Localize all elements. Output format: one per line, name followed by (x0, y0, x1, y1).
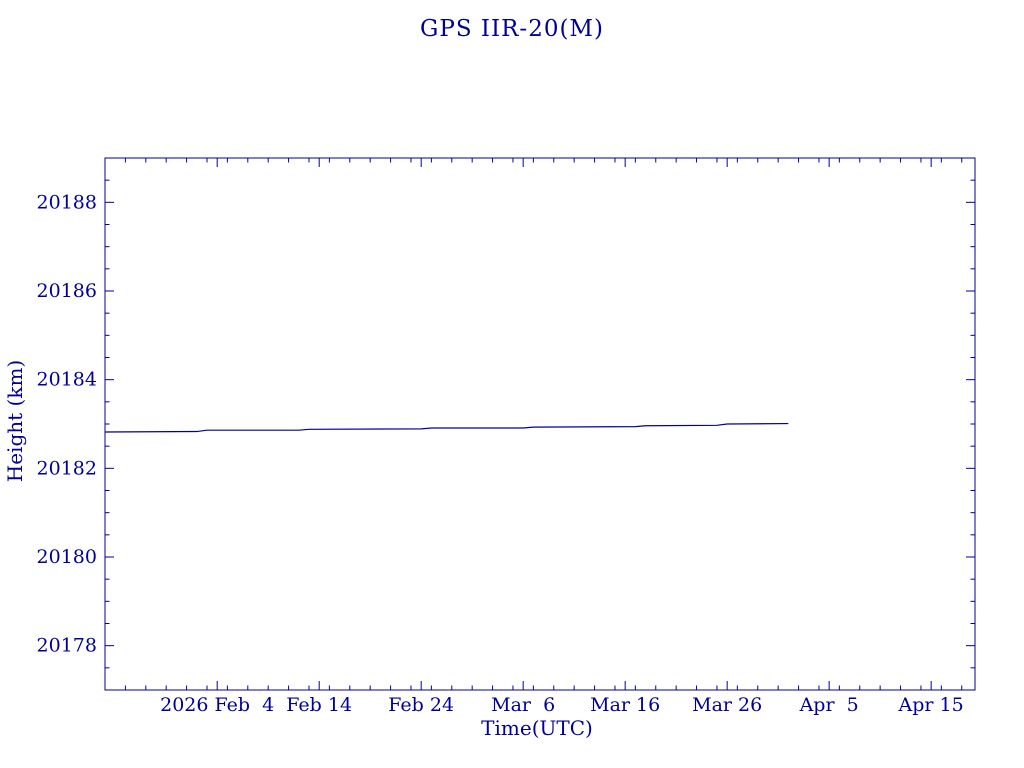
y-tick-label: 20184 (37, 369, 97, 391)
x-tick-label: Mar 6 (491, 694, 555, 716)
x-tick-label: Mar 26 (692, 694, 762, 716)
x-tick-label: Mar 16 (590, 694, 660, 716)
y-tick-label: 20186 (37, 280, 97, 302)
y-tick-label: 20182 (37, 457, 97, 479)
y-axis-label: Height (km) (3, 359, 27, 483)
x-tick-label: Apr 15 (898, 694, 964, 716)
x-tick-label: Apr 5 (799, 694, 859, 716)
x-tick-label: 2026 Feb 4 (160, 694, 274, 716)
chart-title: GPS IIR-20(M) (420, 16, 604, 42)
x-tick-label: Feb 14 (286, 694, 352, 716)
height-series-line (104, 422, 789, 433)
x-tick-label: Feb 24 (388, 694, 454, 716)
y-tick-label: 20188 (37, 191, 97, 213)
x-axis-label: Time(UTC) (481, 716, 593, 740)
y-tick-label: 20178 (37, 635, 97, 657)
y-tick-label: 20180 (37, 546, 97, 568)
plot-frame (104, 157, 976, 691)
